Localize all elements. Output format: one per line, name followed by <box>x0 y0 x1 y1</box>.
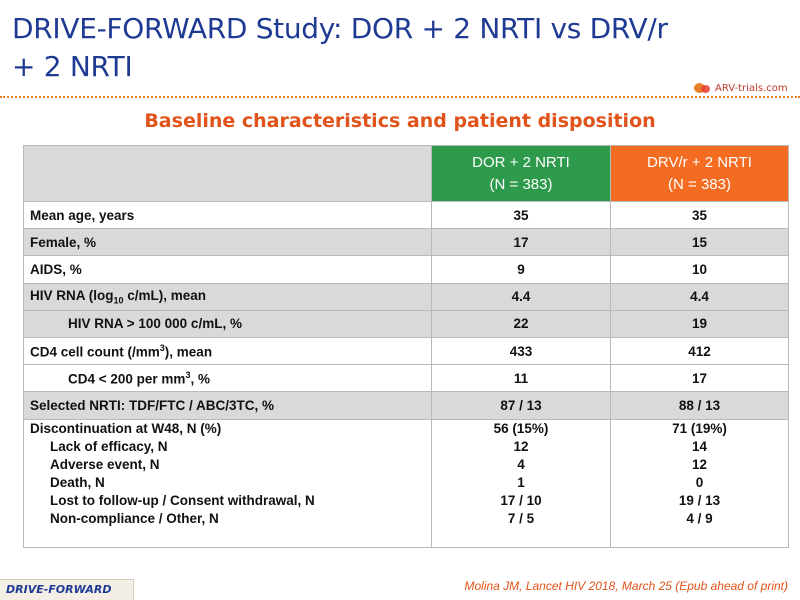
logo-text: ARV-trials.com <box>715 82 788 94</box>
row-drv-value: 19 <box>610 309 789 338</box>
reason-drv-value: 0 <box>695 474 704 490</box>
row-dor-value: 11 <box>431 364 611 393</box>
discontinuation-dor-values: 56 (15%) 12 4 1 17 / 10 7 / 5 <box>431 418 611 548</box>
reason-dor-value: 1 <box>517 474 525 490</box>
table-row-hiv-rna-mean: HIV RNA (log10 c/mL), mean 4.4 4.4 <box>23 282 789 311</box>
row-label-subscript: 10 <box>113 295 124 306</box>
discontinuation-drv-total: 71 (19%) <box>672 420 727 436</box>
row-label: AIDS, % <box>23 255 432 284</box>
row-label-post: , % <box>190 371 210 387</box>
row-label: HIV RNA > 100 000 c/mL, % <box>23 309 432 338</box>
reason-label-adverse-event: Adverse event, N <box>50 456 160 472</box>
header-drv-name: DRV/r + 2 NRTI <box>647 153 752 171</box>
row-dor-value: 22 <box>431 309 611 338</box>
table-row-selected-nrti: Selected NRTI: TDF/FTC / ABC/3TC, % 87 /… <box>23 391 789 420</box>
reason-label-lack-of-efficacy: Lack of efficacy, N <box>50 438 168 454</box>
header-blank-cell <box>23 145 432 202</box>
citation: Molina JM, Lancet HIV 2018, March 25 (Ep… <box>464 579 788 593</box>
header-drv-n: (N = 383) <box>668 175 731 193</box>
table-row-aids: AIDS, % 9 10 <box>23 255 789 284</box>
reason-dor-value: 7 / 5 <box>507 510 535 526</box>
reason-drv-value: 19 / 13 <box>678 492 721 508</box>
header-drv-arm: DRV/r + 2 NRTI (N = 383) <box>610 145 789 202</box>
discontinuation-labels: Discontinuation at W48, N (%) Lack of ef… <box>23 418 432 548</box>
reason-dor-value: 12 <box>513 438 529 454</box>
row-label: Selected NRTI: TDF/FTC / ABC/3TC, % <box>23 391 432 420</box>
reason-label-non-compliance: Non-compliance / Other, N <box>50 510 219 526</box>
header-dor-name: DOR + 2 NRTI <box>472 153 570 171</box>
reason-drv-value: 12 <box>691 456 708 472</box>
baseline-table: DOR + 2 NRTI (N = 383) DRV/r + 2 NRTI (N… <box>23 145 789 548</box>
table-row-hiv-rna-high: HIV RNA > 100 000 c/mL, % 22 19 <box>23 309 789 338</box>
discontinuation-dor-total: 56 (15%) <box>493 420 549 436</box>
row-drv-value: 17 <box>610 364 789 393</box>
slide-title: DRIVE-FORWARD Study: DOR + 2 NRTI vs DRV… <box>12 10 682 86</box>
row-drv-value: 10 <box>610 255 789 284</box>
reason-dor-value: 17 / 10 <box>500 492 542 508</box>
row-dor-value: 4.4 <box>431 282 611 311</box>
row-dor-value: 17 <box>431 228 611 257</box>
row-drv-value: 88 / 13 <box>610 391 789 420</box>
reason-label-lost-to-follow-up: Lost to follow-up / Consent withdrawal, … <box>50 492 315 508</box>
slide-title-line2: + 2 NRTI <box>12 50 133 83</box>
row-label-post: c/mL), mean <box>123 287 207 303</box>
row-label-superscript: 3 <box>185 369 191 380</box>
row-label: Mean age, years <box>23 200 432 230</box>
reason-drv-value: 14 <box>691 438 708 454</box>
row-label-pre: CD4 < 200 per mm <box>68 371 186 387</box>
row-label-pre: HIV RNA (log <box>30 287 114 303</box>
row-drv-value: 35 <box>610 200 789 230</box>
row-label: HIV RNA (log10 c/mL), mean <box>23 282 432 311</box>
reason-label-death: Death, N <box>50 474 105 490</box>
table-header-row: DOR + 2 NRTI (N = 383) DRV/r + 2 NRTI (N… <box>23 145 789 202</box>
row-label-superscript: 3 <box>159 342 165 353</box>
reason-dor-value: 4 <box>517 456 525 472</box>
row-label-pre: CD4 cell count (/mm <box>30 344 160 360</box>
slide-subtitle: Baseline characteristics and patient dis… <box>144 110 656 132</box>
table-row-cd4-mean: CD4 cell count (/mm3), mean 433 412 <box>23 336 789 366</box>
row-label-post: ), mean <box>164 344 213 360</box>
study-tag: DRIVE-FORWARD <box>0 579 134 600</box>
discontinuation-label: Discontinuation at W48, N (%) <box>30 420 222 436</box>
row-label: CD4 cell count (/mm3), mean <box>23 336 432 366</box>
arv-trials-logo: ARV-trials.com <box>694 80 788 96</box>
table-row-female: Female, % 17 15 <box>23 228 789 257</box>
reason-drv-value: 4 / 9 <box>686 510 713 526</box>
logo-mark-icon <box>694 82 712 94</box>
table-row-mean-age: Mean age, years 35 35 <box>23 200 789 230</box>
title-divider <box>0 96 800 98</box>
row-drv-value: 4.4 <box>610 282 789 311</box>
row-dor-value: 9 <box>431 255 611 284</box>
table-row-discontinuation: Discontinuation at W48, N (%) Lack of ef… <box>23 418 789 548</box>
header-dor-arm: DOR + 2 NRTI (N = 383) <box>431 145 611 202</box>
row-dor-value: 433 <box>431 336 611 366</box>
slide-title-line1: DRIVE-FORWARD Study: DOR + 2 NRTI vs DRV… <box>12 12 668 45</box>
header-dor-n: (N = 383) <box>489 175 553 193</box>
discontinuation-drv-values: 71 (19%) 14 12 0 19 / 13 4 / 9 <box>610 418 789 548</box>
row-label: CD4 < 200 per mm3, % <box>23 364 432 393</box>
row-dor-value: 87 / 13 <box>431 391 611 420</box>
row-drv-value: 15 <box>610 228 789 257</box>
table-row-cd4-low: CD4 < 200 per mm3, % 11 17 <box>23 364 789 393</box>
row-drv-value: 412 <box>610 336 789 366</box>
row-dor-value: 35 <box>431 200 611 230</box>
row-label: Female, % <box>23 228 432 257</box>
